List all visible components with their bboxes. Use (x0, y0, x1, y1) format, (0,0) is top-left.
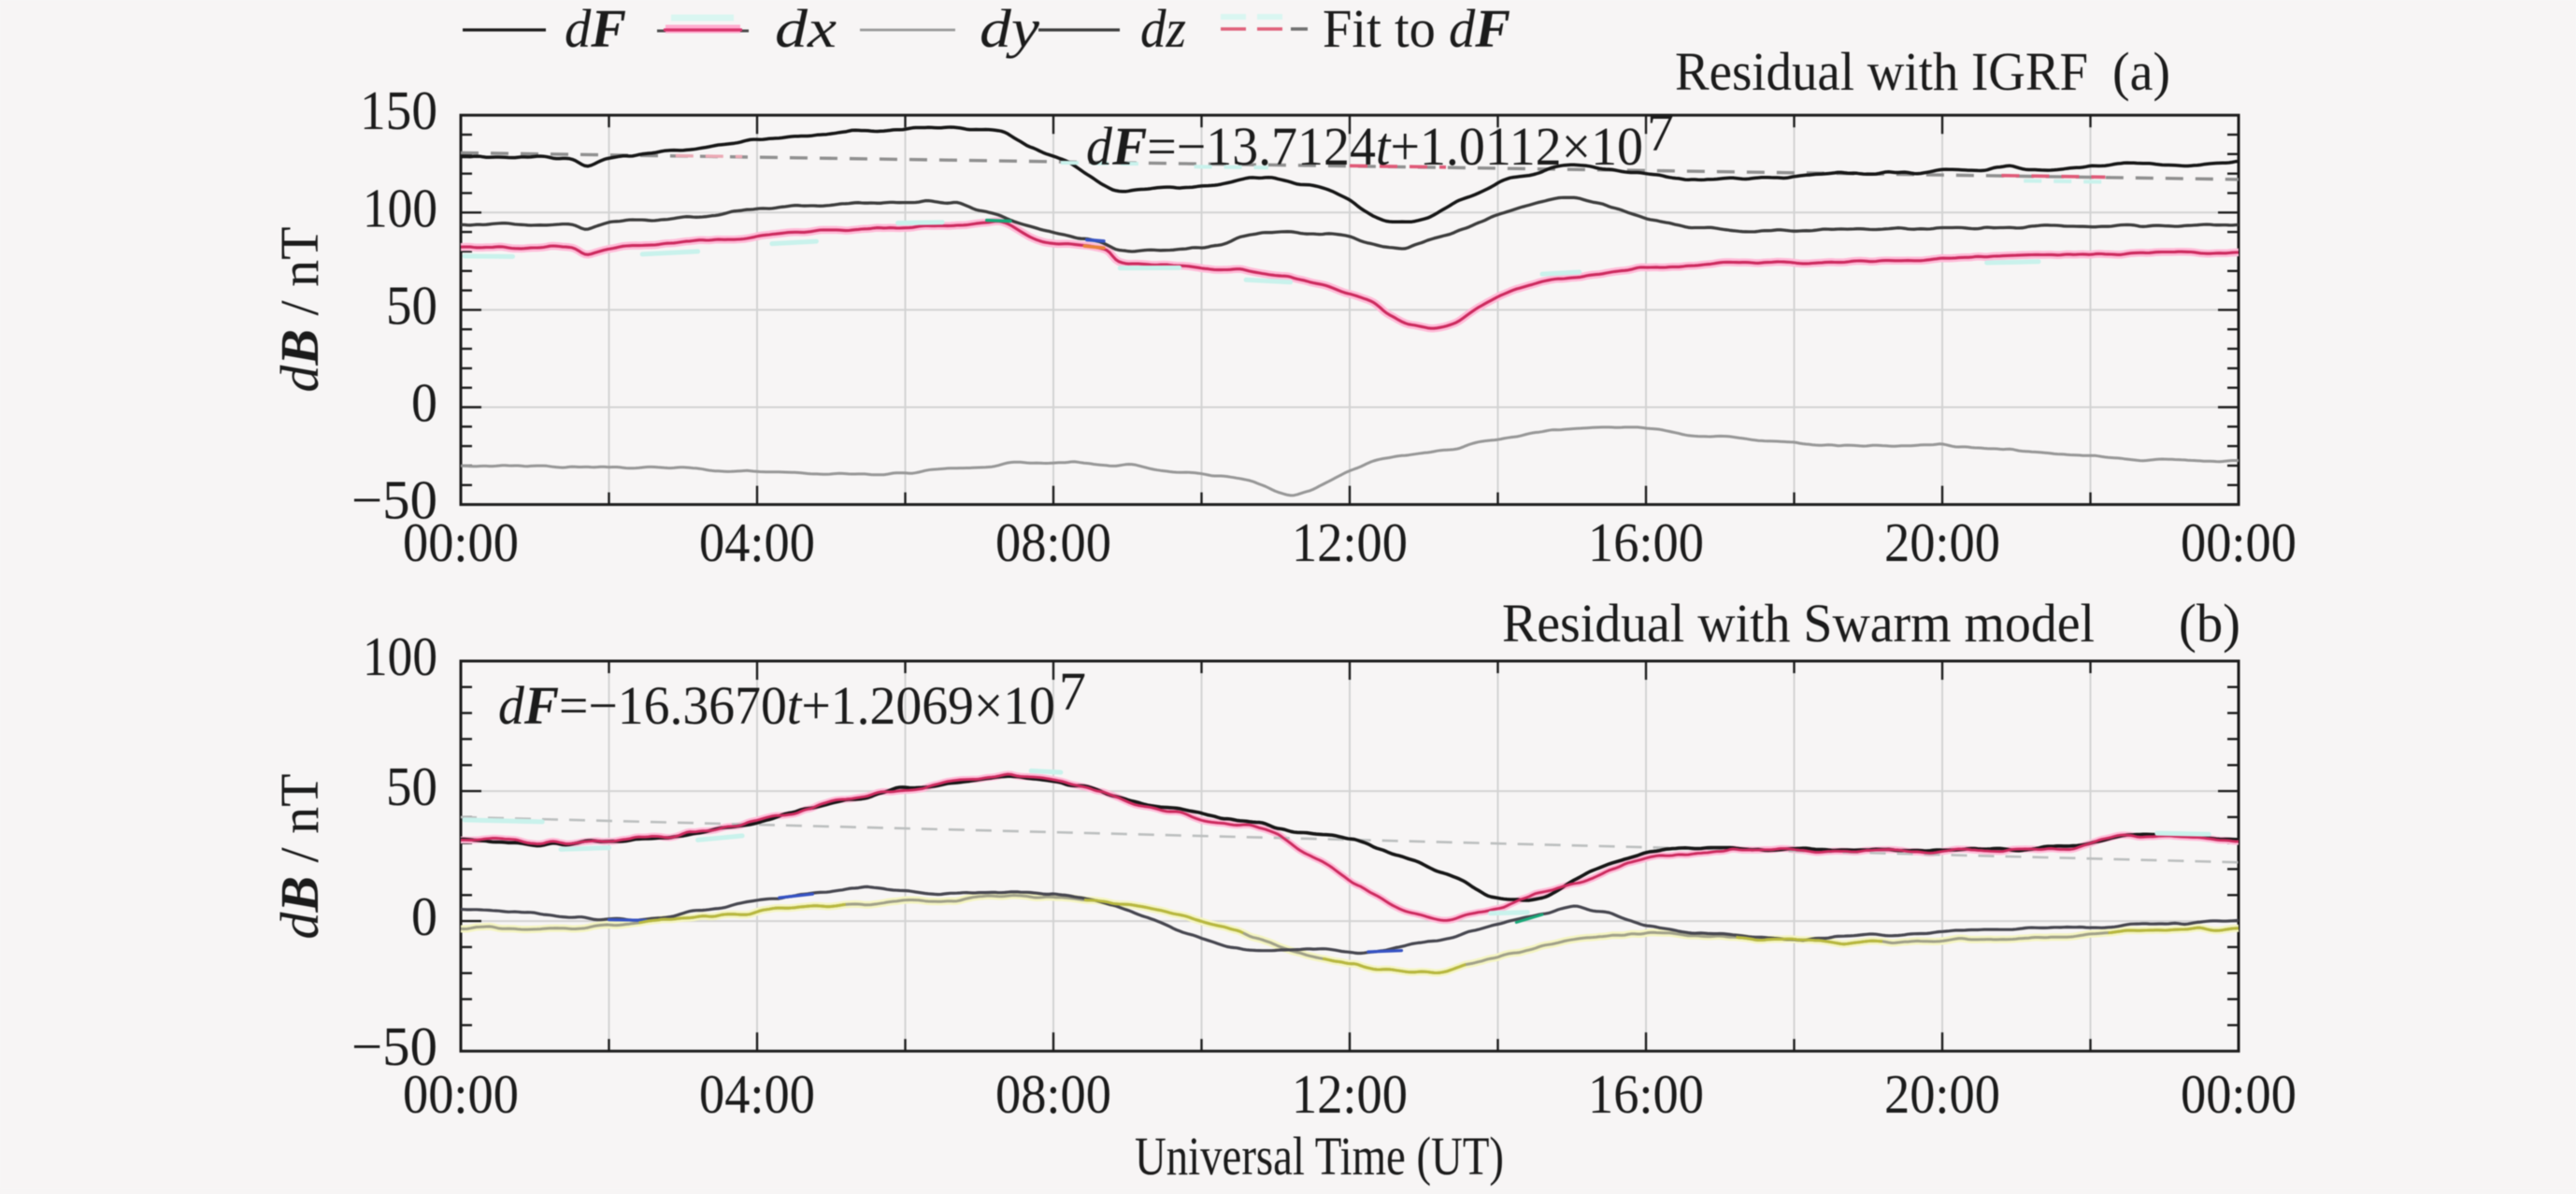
svg-text:dy: dy (980, 0, 1039, 59)
svg-text:50: 50 (386, 755, 437, 817)
svg-text:04:00: 04:00 (699, 1063, 815, 1125)
svg-text:Residual with Swarm model: Residual with Swarm model (1502, 593, 2095, 654)
svg-text:dF: dF (565, 0, 626, 59)
svg-text:08:00: 08:00 (995, 1063, 1111, 1125)
svg-text:100: 100 (363, 626, 437, 687)
svg-text:0: 0 (411, 885, 437, 947)
svg-text:Universal Time (UT): Universal Time (UT) (1135, 1126, 1504, 1187)
svg-text:00:00: 00:00 (2181, 511, 2297, 573)
svg-text:16:00: 16:00 (1588, 1063, 1704, 1125)
svg-text:0: 0 (411, 372, 437, 434)
svg-text:08:00: 08:00 (995, 511, 1111, 573)
svg-text:04:00: 04:00 (699, 511, 815, 573)
svg-text:Residual with IGRF: Residual with IGRF (1675, 41, 2088, 102)
svg-text:dF=−13.7124t+1.0112×10: dF=−13.7124t+1.0112×10 (1086, 116, 1643, 177)
svg-text:−50: −50 (351, 469, 437, 531)
svg-text:dz: dz (1140, 0, 1186, 59)
svg-text:Fit to dF: Fit to dF (1323, 0, 1510, 59)
svg-text:50: 50 (386, 274, 437, 336)
svg-text:20:00: 20:00 (1884, 1063, 2000, 1125)
svg-text:(b): (b) (2179, 593, 2240, 654)
svg-text:100: 100 (363, 177, 437, 238)
svg-text:00:00: 00:00 (2181, 1063, 2297, 1125)
svg-text:150: 150 (360, 79, 437, 141)
svg-text:16:00: 16:00 (1588, 511, 1704, 573)
svg-text:dB / nT: dB / nT (269, 226, 330, 392)
svg-text:−50: −50 (351, 1015, 437, 1077)
svg-text:(a): (a) (2112, 41, 2170, 102)
svg-text:dB / nT: dB / nT (269, 773, 330, 939)
svg-text:12:00: 12:00 (1292, 1063, 1408, 1125)
svg-text:7: 7 (1059, 661, 1086, 722)
svg-text:20:00: 20:00 (1884, 511, 2000, 573)
svg-text:12:00: 12:00 (1292, 511, 1408, 573)
svg-text:dx: dx (775, 0, 837, 59)
svg-text:7: 7 (1647, 102, 1674, 163)
svg-text:dF=−16.3670t+1.2069×10: dF=−16.3670t+1.2069×10 (498, 675, 1055, 736)
